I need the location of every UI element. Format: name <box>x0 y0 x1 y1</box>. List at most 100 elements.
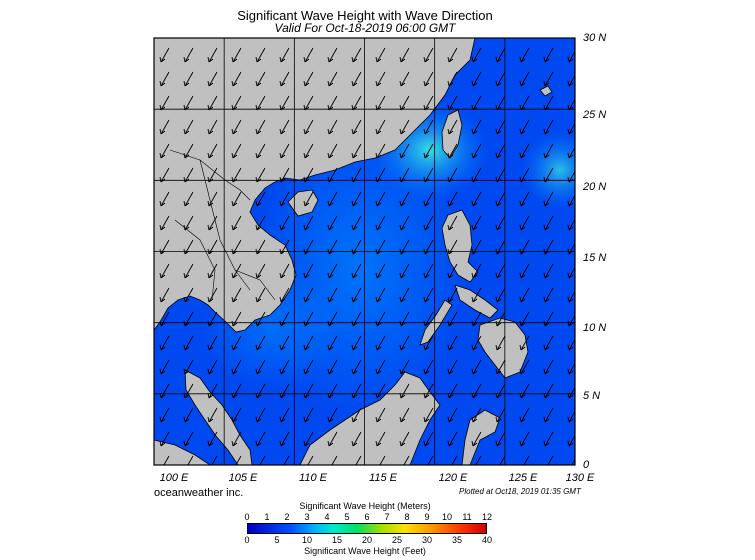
wave-direction-arrow <box>519 431 530 447</box>
wave-direction-arrow <box>183 335 194 351</box>
wave-direction-arrow <box>399 383 410 399</box>
wave-direction-arrow <box>543 383 554 399</box>
wave-direction-arrow <box>376 455 386 465</box>
legend-meter-tick: 7 <box>384 512 390 522</box>
wave-direction-arrow <box>327 95 338 111</box>
wave-direction-arrow <box>423 407 434 423</box>
wave-direction-arrow <box>471 167 482 183</box>
wave-direction-arrow <box>567 386 575 399</box>
wave-direction-arrow <box>279 47 290 63</box>
wave-direction-arrow <box>303 431 314 447</box>
legend-feet-tick: 30 <box>421 535 432 545</box>
legend-meter-tick: 5 <box>344 512 350 522</box>
wave-direction-arrow <box>255 191 266 207</box>
wave-direction-arrow <box>279 191 290 207</box>
wave-direction-arrow <box>231 263 242 279</box>
wave-direction-arrow <box>399 287 410 303</box>
wave-direction-arrow <box>495 47 506 63</box>
wave-direction-arrow <box>399 239 410 255</box>
wave-direction-arrow <box>183 143 194 159</box>
wave-direction-arrow <box>399 263 410 279</box>
wave-direction-arrow <box>519 359 530 375</box>
legend-meter-tick: 3 <box>304 512 310 522</box>
wave-direction-arrow <box>495 263 506 279</box>
wave-direction-arrow <box>207 215 218 231</box>
legend-feet-tick: 40 <box>481 535 492 545</box>
wave-direction-arrow <box>207 335 218 351</box>
wave-direction-arrow <box>423 119 434 135</box>
wave-direction-arrow <box>183 191 194 207</box>
wave-direction-arrow <box>207 167 218 183</box>
wave-direction-arrow <box>567 50 575 63</box>
wave-direction-arrow <box>159 287 170 303</box>
wave-direction-arrow <box>519 167 530 183</box>
wave-direction-arrow <box>231 383 242 399</box>
wave-direction-arrow <box>207 263 218 279</box>
wave-direction-arrow <box>399 407 410 423</box>
wave-direction-arrow <box>255 287 266 303</box>
wave-direction-arrow <box>279 119 290 135</box>
wave-direction-arrow <box>231 167 242 183</box>
legend-meter-tick: 10 <box>441 512 452 522</box>
wave-direction-arrow <box>183 311 194 327</box>
wave-direction-arrow <box>255 47 266 63</box>
lon-label: 105 E <box>228 472 258 484</box>
wave-direction-arrow <box>351 431 362 447</box>
wave-direction-arrow <box>327 191 338 207</box>
wave-direction-arrow <box>471 311 482 327</box>
wave-direction-arrow <box>543 191 554 207</box>
wave-direction-arrow <box>255 311 266 327</box>
brand-label: oceanweather inc. <box>154 487 244 499</box>
wave-direction-arrow <box>327 143 338 159</box>
wave-direction-arrow <box>471 95 482 111</box>
wave-direction-arrow <box>519 215 530 231</box>
wave-direction-arrow <box>183 359 194 375</box>
wave-direction-arrow <box>303 119 314 135</box>
wave-direction-arrow <box>447 215 458 231</box>
wave-direction-arrow <box>255 407 266 423</box>
wave-direction-arrow <box>471 335 482 351</box>
wave-direction-arrow <box>231 215 242 231</box>
wave-direction-arrow <box>519 71 530 87</box>
wave-direction-arrow <box>327 167 338 183</box>
wave-direction-arrow <box>567 338 575 351</box>
legend-feet-tick: 5 <box>274 535 280 545</box>
wave-direction-arrow <box>183 95 194 111</box>
wave-direction-arrow <box>447 119 458 135</box>
wave-direction-arrow <box>231 71 242 87</box>
wave-direction-arrow <box>543 407 554 423</box>
legend-feet-tick: 0 <box>244 535 250 545</box>
wave-direction-arrow <box>495 215 506 231</box>
wave-direction-arrow <box>255 167 266 183</box>
wave-direction-arrow <box>399 215 410 231</box>
wave-direction-arrow <box>255 143 266 159</box>
wave-direction-arrow <box>519 383 530 399</box>
wave-direction-arrow <box>471 215 482 231</box>
graticule <box>154 38 575 465</box>
wave-direction-arrow <box>159 191 170 207</box>
wave-direction-arrow <box>303 95 314 111</box>
wave-direction-arrow <box>399 47 410 63</box>
wave-direction-arrow <box>327 263 338 279</box>
wave-direction-arrow <box>231 287 242 303</box>
border-line <box>234 269 276 301</box>
wave-direction-arrow <box>327 119 338 135</box>
wave-direction-arrow <box>423 167 434 183</box>
wave-direction-arrow <box>567 290 575 303</box>
wave-direction-arrow <box>231 191 242 207</box>
wave-direction-arrow <box>231 47 242 63</box>
wave-direction-arrow <box>399 119 410 135</box>
wave-direction-arrow <box>375 335 386 351</box>
land-mainland <box>154 38 476 333</box>
wave-direction-arrow <box>496 455 506 465</box>
wave-direction-arrow <box>399 335 410 351</box>
wave-direction-arrow <box>159 215 170 231</box>
wave-direction-arrow <box>495 335 506 351</box>
border-line <box>174 219 216 301</box>
legend-meter-tick: 12 <box>481 512 492 522</box>
wave-direction-arrow <box>351 263 362 279</box>
wave-direction-arrow <box>159 383 170 399</box>
wave-direction-arrow <box>447 335 458 351</box>
border-line <box>199 159 251 291</box>
lat-label: 10 N <box>583 322 607 334</box>
